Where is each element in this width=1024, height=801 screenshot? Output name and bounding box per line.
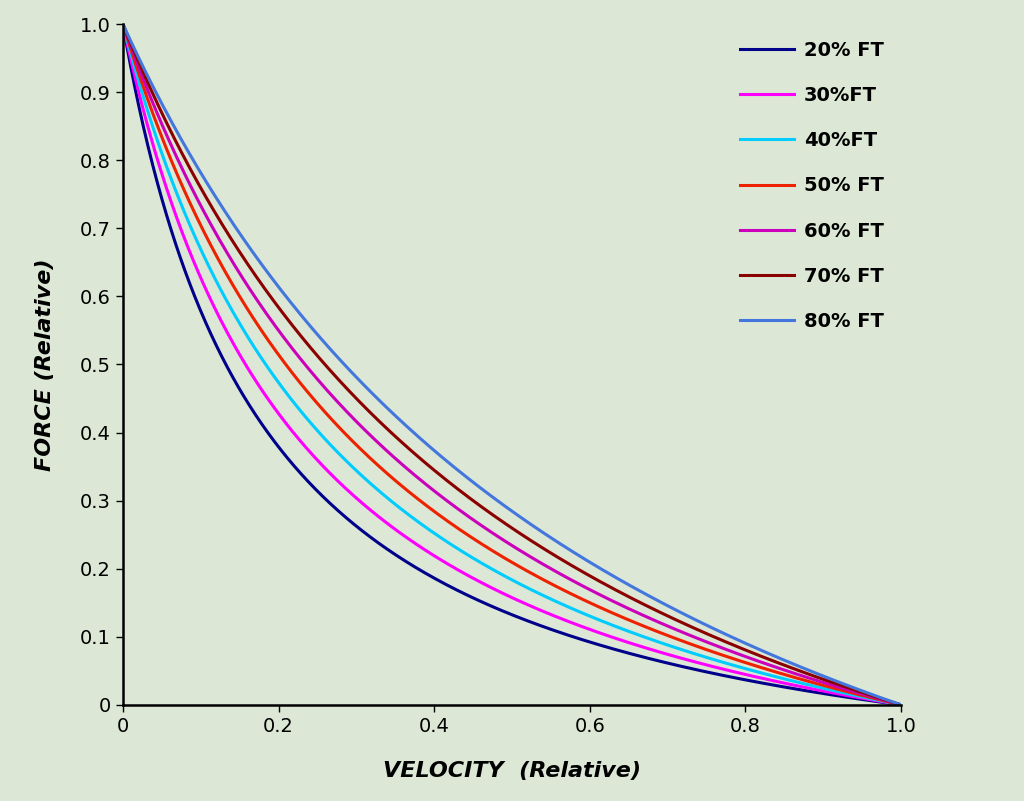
Line: 20% FT: 20% FT [123,24,901,705]
Line: 80% FT: 80% FT [123,24,901,705]
80% FT [117,19,129,29]
Line: 60% FT: 60% FT [123,24,901,705]
Legend: 20% FT, 30%FT, 40%FT, 50% FT, 60% FT, 70% FT, 80% FT: 20% FT, 30%FT, 40%FT, 50% FT, 60% FT, 70… [739,41,884,331]
40%FT [737,663,750,673]
Line: 40%FT: 40%FT [123,24,901,705]
20% FT [117,19,129,29]
80% FT [895,700,907,710]
80% FT [431,449,443,458]
40%FT [460,549,472,558]
80% FT [724,631,736,641]
80% FT [460,472,472,481]
30%FT [431,553,443,562]
20% FT [460,590,472,599]
50% FT [651,626,664,636]
70% FT [197,186,209,195]
50% FT [431,509,443,519]
20% FT [895,700,907,710]
60% FT [737,651,750,661]
30%FT [460,570,472,579]
70% FT [431,469,443,478]
80% FT [737,638,750,647]
Line: 30%FT: 30%FT [123,24,901,705]
20% FT [737,674,750,684]
70% FT [460,490,472,500]
50% FT [460,529,472,538]
30%FT [737,670,750,679]
20% FT [651,656,664,666]
50% FT [737,658,750,667]
30%FT [197,276,209,286]
40%FT [651,637,664,646]
Y-axis label: FORCE (Relative): FORCE (Relative) [35,258,55,471]
20% FT [197,310,209,320]
40%FT [431,531,443,541]
70% FT [895,700,907,710]
70% FT [724,638,736,648]
60% FT [460,509,472,519]
80% FT [651,595,664,605]
50% FT [117,19,129,29]
40%FT [895,700,907,710]
50% FT [724,653,736,662]
40%FT [197,248,209,258]
50% FT [197,223,209,233]
50% FT [895,700,907,710]
30%FT [651,646,664,656]
70% FT [117,19,129,29]
30%FT [117,19,129,29]
60% FT [895,700,907,710]
60% FT [117,19,129,29]
60% FT [431,489,443,498]
80% FT [197,171,209,180]
Line: 50% FT: 50% FT [123,24,901,705]
70% FT [737,645,750,654]
20% FT [724,672,736,682]
60% FT [651,617,664,626]
60% FT [724,646,736,655]
X-axis label: VELOCITY  (Relative): VELOCITY (Relative) [383,761,641,781]
Line: 70% FT: 70% FT [123,24,901,705]
40%FT [724,659,736,669]
60% FT [197,204,209,214]
30%FT [724,666,736,675]
30%FT [895,700,907,710]
40%FT [117,19,129,29]
20% FT [431,575,443,585]
70% FT [651,606,664,616]
